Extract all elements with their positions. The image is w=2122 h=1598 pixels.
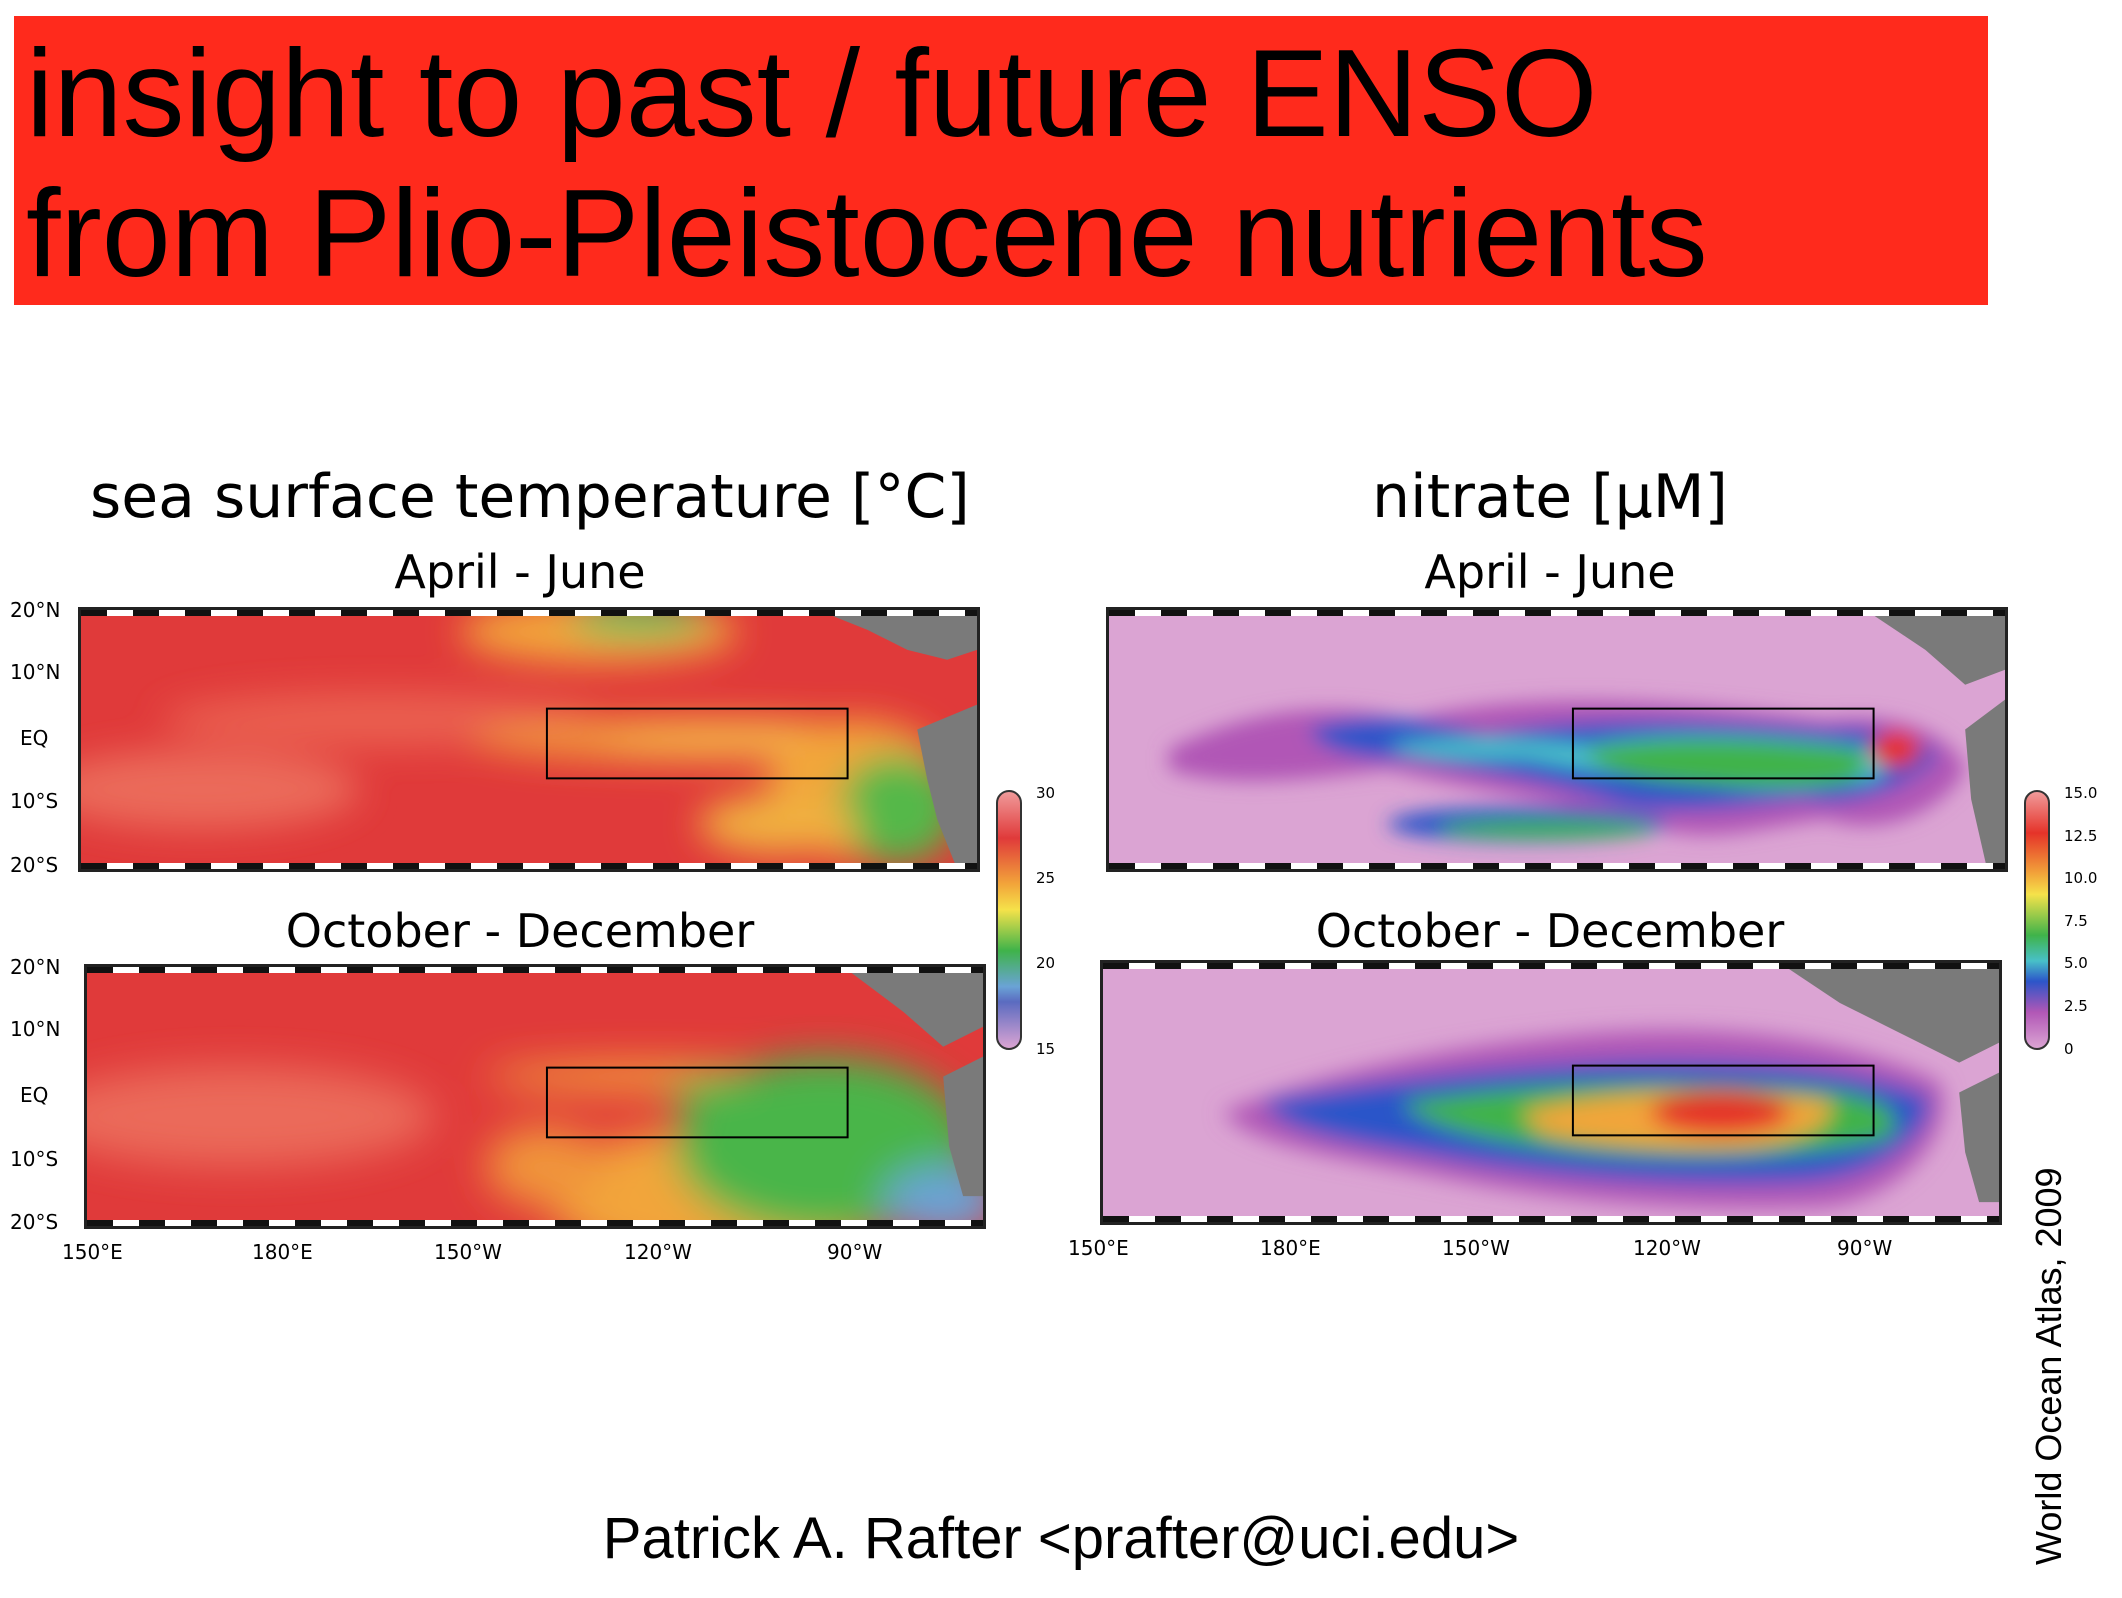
nitrate-lon-150w: 150°W [1442,1236,1510,1260]
nitrate-colorbar-label-2-5: 2.5 [2064,997,2088,1015]
sst-top-lat-20n: 20°N [10,598,61,622]
sst-heading: sea surface temperature [°C] [90,462,970,532]
sst-top-lat-20s: 20°S [10,853,59,877]
nitrate-colorbar-label-0: 0 [2064,1040,2074,1058]
sst-lon-180e: 180°E [252,1240,313,1264]
nitrate-colorbar-label-15: 15.0 [2064,784,2098,802]
sst-colorbar-label-30: 30 [1036,784,1056,802]
nitrate-lon-150e: 150°E [1068,1236,1129,1260]
nitrate-colorbar-label-7-5: 7.5 [2064,912,2088,930]
sst-colorbar-label-15: 15 [1036,1040,1056,1058]
sst-colorbar-label-20: 20 [1036,954,1056,972]
sst-bottom-lat-20s: 20°S [10,1210,59,1234]
nitrate-lon-120w: 120°W [1633,1236,1701,1260]
nitrate-season-bottom: October - December [1315,904,1785,958]
sst-bottom-lat-20n: 20°N [10,955,61,979]
nitrate-heading: nitrate [μM] [1372,462,1728,532]
nitrate-colorbar-label-10: 10.0 [2064,869,2098,887]
sst-lon-150e: 150°E [62,1240,123,1264]
title-banner: insight to past / future ENSO from Plio-… [14,16,1988,305]
nitrate-colorbar [2024,790,2050,1050]
title-line-2: from Plio-Pleistocene nutrients [26,165,1708,303]
sst-season-top: April - June [394,545,646,599]
sst-season-bottom: October - December [285,904,755,958]
nitrate-colorbar-label-5: 5.0 [2064,954,2088,972]
nitrate-map-oct-dec [1100,960,2002,1225]
sst-bottom-lat-10s: 10°S [10,1147,59,1171]
nitrate-lon-180e: 180°E [1260,1236,1321,1260]
sst-bottom-lat-10n: 10°N [10,1017,61,1041]
sst-top-lat-10s: 10°S [10,789,59,813]
sst-map-oct-dec [84,964,986,1229]
sst-colorbar-label-25: 25 [1036,869,1056,887]
nitrate-colorbar-label-12-5: 12.5 [2064,827,2098,845]
sst-lon-120w: 120°W [624,1240,692,1264]
sst-lon-90w: 90°W [827,1240,883,1264]
sst-top-lat-10n: 10°N [10,660,61,684]
author-line: Patrick A. Rafter <prafter@uci.edu> [602,1506,1520,1571]
sst-map-apr-jun [78,607,980,872]
title-line-1: insight to past / future ENSO [26,25,1598,163]
sst-lon-150w: 150°W [434,1240,502,1264]
nitrate-map-apr-jun [1106,607,2008,872]
sst-top-lat-eq: EQ [20,726,49,750]
nitrate-lon-90w: 90°W [1837,1236,1893,1260]
sst-bottom-lat-eq: EQ [20,1083,49,1107]
sst-colorbar [996,790,1022,1050]
nitrate-season-top: April - June [1424,545,1676,599]
